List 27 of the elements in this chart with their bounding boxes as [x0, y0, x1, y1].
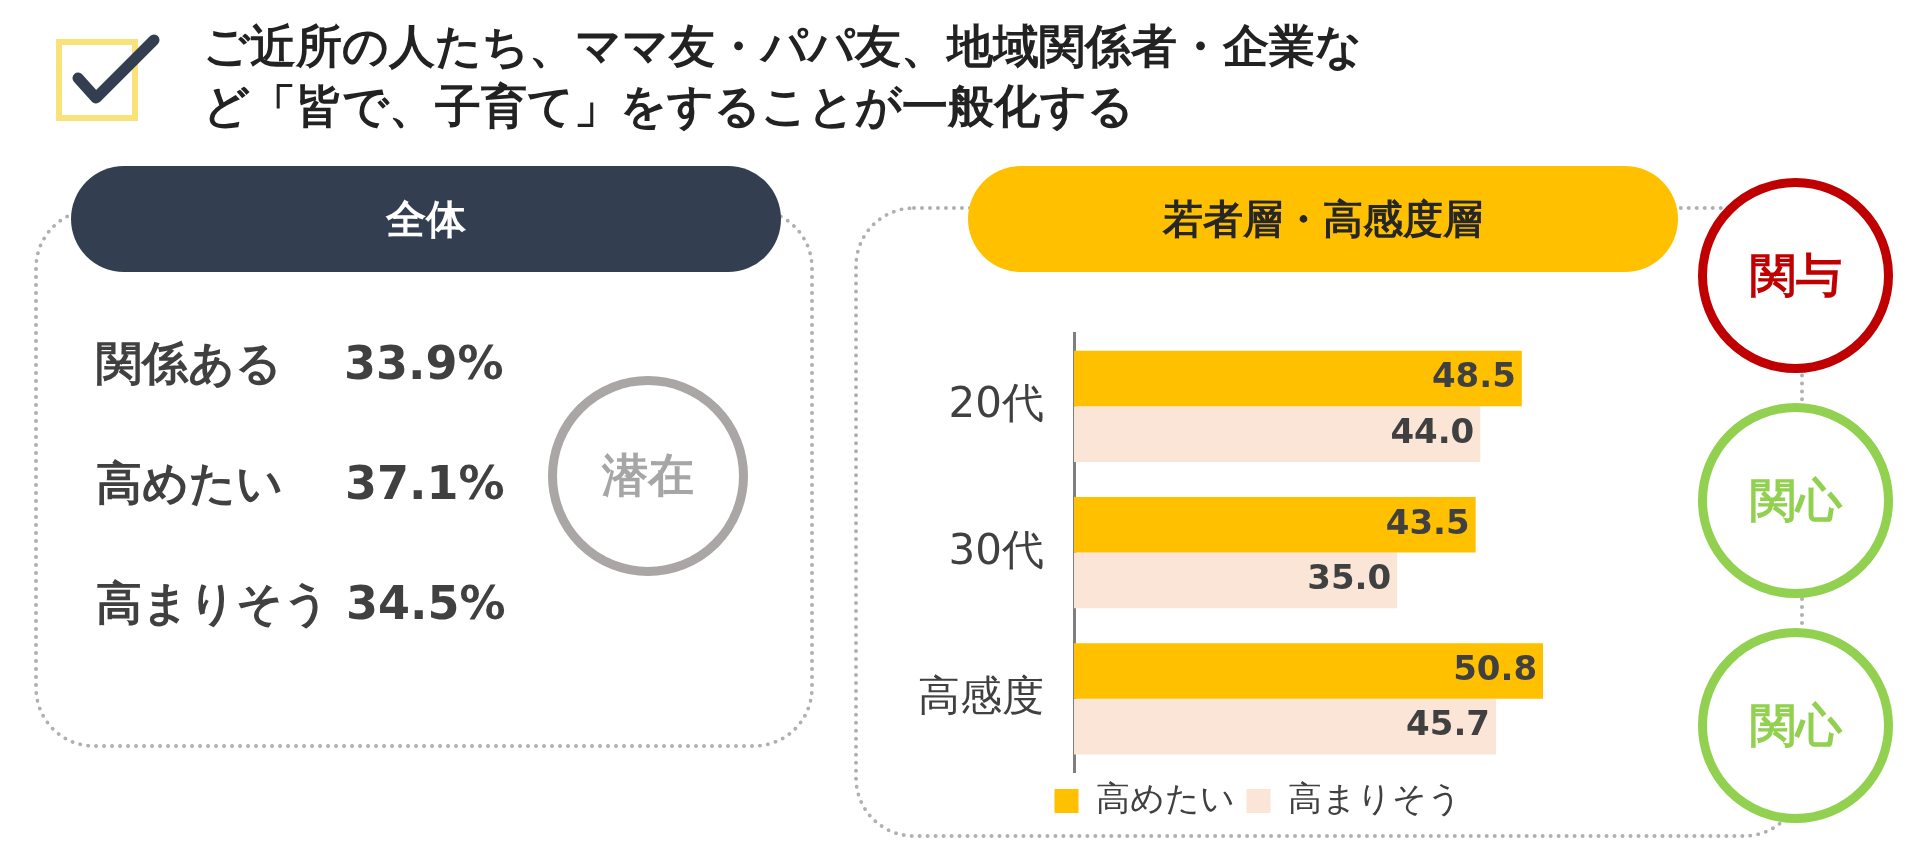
y-tick-label: 高感度 [918, 670, 1044, 720]
data-label: 43.5 [1385, 501, 1470, 542]
data-label: 44.0 [1390, 410, 1475, 451]
text: 関係ある 33.9% [96, 335, 504, 392]
data-label: 45.7 [1406, 703, 1490, 744]
legend-label: 高めたい [1095, 777, 1235, 818]
text: 全体 [71, 166, 781, 272]
text: ご近所の人たち、ママ友・パパ友、地域関係者・企業など「皆で、子育て」をすることが一般化する [203, 18, 1363, 135]
text: 高めたい 37.1% [96, 455, 505, 512]
text: 関心 [1698, 628, 1893, 823]
bar [1074, 406, 1481, 462]
text: 関与 [1698, 178, 1893, 373]
bar [1074, 643, 1544, 699]
bar [1074, 497, 1476, 553]
text: 関心 [1698, 403, 1893, 598]
y-tick-label: 30代 [948, 524, 1044, 574]
data-label: 35.0 [1307, 557, 1392, 598]
y-tick-label: 20代 [948, 378, 1044, 428]
legend-label: 高まりそう [1287, 777, 1462, 818]
chart-title: 若者層・高感度層 [968, 166, 1678, 272]
data-label: 48.5 [1431, 355, 1516, 396]
text: 潜在 [548, 376, 748, 576]
data-label: 50.8 [1453, 647, 1538, 688]
text: 高まりそう 34.5% [96, 575, 506, 632]
bar [1074, 552, 1398, 609]
bar [1074, 698, 1496, 755]
bar [1074, 350, 1522, 407]
